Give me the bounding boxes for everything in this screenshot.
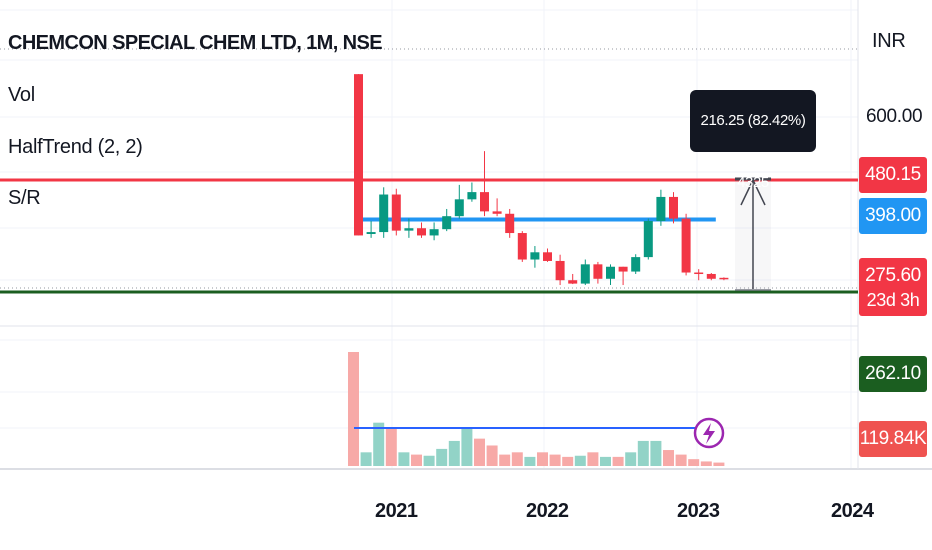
candle-body	[681, 218, 691, 273]
volume-bar	[499, 454, 511, 466]
candle-body	[391, 194, 401, 231]
support-price-tag: 262.10	[859, 356, 927, 392]
time-tick-label: 2021	[375, 500, 418, 522]
candle-body	[404, 228, 414, 231]
candle-body	[417, 228, 426, 236]
candle-body	[467, 192, 477, 200]
candle-body	[480, 192, 489, 212]
bar-countdown: 23d 3h	[866, 290, 920, 310]
candle-body	[606, 266, 615, 279]
bolt-glyph	[703, 423, 715, 444]
volume-value-tag: 119.84K	[859, 421, 927, 457]
resistance-price-tag: 480.15	[859, 157, 927, 193]
volume-bar	[562, 456, 574, 466]
volume-bar	[411, 454, 422, 466]
candle-body	[719, 277, 729, 280]
candle-body	[580, 264, 590, 284]
volume-bar	[537, 452, 548, 466]
volume-bar	[549, 454, 561, 466]
volume-bar	[574, 455, 586, 466]
price-tick-label: 600.00	[866, 106, 923, 127]
volume-bar	[650, 440, 662, 466]
currency-label: INR	[872, 30, 906, 52]
measure-tool	[735, 177, 771, 291]
candle-body	[505, 213, 515, 234]
last-price-tag: 275.60 23d 3h	[859, 258, 927, 316]
candles	[354, 74, 729, 286]
candle-body	[669, 196, 678, 219]
candle-body	[442, 216, 452, 230]
volume-bar	[423, 455, 435, 466]
volume-bar	[587, 452, 599, 466]
candle-body	[694, 272, 704, 275]
volume-bar	[612, 456, 624, 466]
candle-body	[492, 211, 502, 214]
volume-bar	[385, 427, 397, 466]
volume-bar	[688, 459, 700, 466]
candle-body	[555, 260, 565, 281]
volume-bar	[360, 452, 372, 466]
volume-bar	[663, 450, 674, 466]
last-price-value: 275.60	[865, 265, 921, 286]
volume-bar	[398, 452, 410, 466]
volume-bar	[348, 352, 359, 466]
time-tick-label: 2024	[831, 500, 874, 522]
candle-body	[517, 233, 527, 260]
volume-bar	[436, 448, 448, 466]
volume-bar	[524, 456, 536, 466]
symbol-title[interactable]: CHEMCON SPECIAL CHEM LTD, 1M, NSE	[8, 32, 383, 54]
candle-body	[354, 74, 363, 236]
volume-bar	[486, 445, 498, 466]
volume-bar	[713, 462, 725, 466]
volume-bar	[675, 454, 687, 466]
volume-bar	[625, 452, 637, 466]
candle-body	[454, 199, 464, 217]
candle-body	[706, 273, 716, 279]
volume-bar	[474, 438, 485, 466]
candle-body	[366, 232, 376, 235]
candle-body	[543, 252, 552, 261]
candle-body	[618, 266, 628, 272]
candle-body	[593, 264, 603, 279]
candle-body	[631, 257, 641, 272]
volume-bar	[511, 452, 523, 466]
candle-body	[643, 220, 653, 258]
candle-body	[530, 252, 540, 260]
grid-lines	[0, 0, 858, 468]
time-tick-label: 2022	[526, 500, 569, 522]
volume-bar	[637, 440, 649, 466]
candle-body	[568, 280, 578, 284]
candle-body	[429, 229, 439, 236]
volume-bar	[373, 422, 385, 466]
halftrend-price-tag: 398.00	[859, 198, 927, 234]
indicator-vol[interactable]: Vol	[8, 84, 35, 106]
measure-tooltip[interactable]: 216.25 (82.42%) 4325	[690, 90, 816, 191]
time-tick-label: 2023	[677, 500, 720, 522]
volume-bar	[600, 456, 611, 466]
volume-bars	[348, 352, 725, 466]
volume-bar	[700, 461, 712, 466]
candle-body	[656, 196, 666, 221]
lightning-bolt-icon[interactable]	[693, 417, 725, 449]
indicator-halftrend[interactable]: HalfTrend (2, 2)	[8, 136, 143, 158]
candle-body	[379, 194, 389, 233]
volume-bar	[461, 428, 473, 466]
volume-bar	[448, 440, 460, 466]
indicator-sr[interactable]: S/R	[8, 187, 41, 209]
